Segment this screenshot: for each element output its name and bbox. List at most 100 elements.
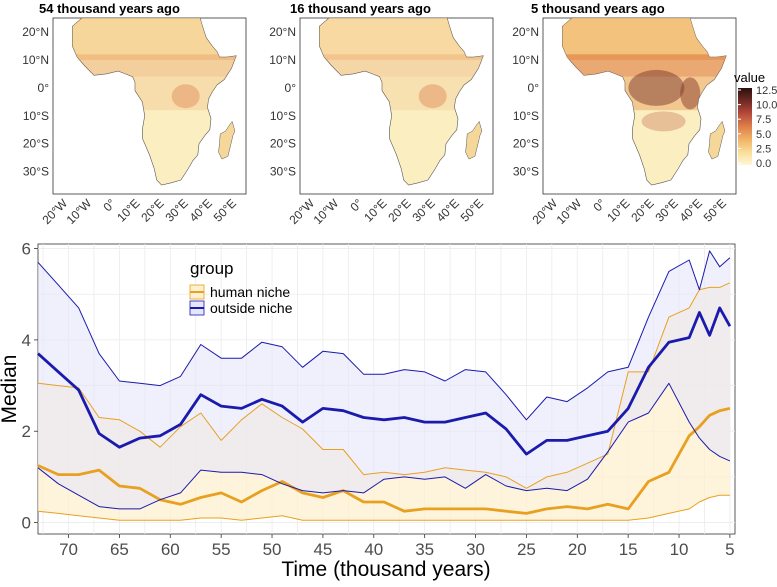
lower-line-outside-niche — [37, 382, 731, 510]
hotspot — [628, 69, 685, 106]
y-tick-label: 0 — [22, 514, 31, 533]
x-tick-label: 10 — [670, 540, 689, 559]
legend-item-outside-niche: outside niche — [189, 300, 293, 316]
hotspot — [680, 77, 701, 110]
lat-tick-label: 10°N — [22, 53, 49, 67]
ribbons — [38, 250, 730, 521]
x-axis-ticks: 70 65 60 55 50 45 40 35 30 25 20 15 10 5 — [59, 534, 735, 559]
lat-tick-label: 10°S — [23, 109, 49, 123]
colorbar-title: value — [734, 70, 765, 85]
lon-tick-label: 0° — [347, 196, 365, 214]
heat-band — [319, 54, 484, 77]
x-tick-label: 20 — [568, 540, 587, 559]
lower-line-human-niche — [37, 494, 730, 521]
lon-tick-label: 10°W — [64, 196, 95, 227]
map-panels: 54 thousand years ago 20°N 10°N 0° 10°S 20°S… — [22, 1, 737, 227]
africa-land — [318, 17, 484, 186]
lon-tick-label: 20°W — [286, 196, 317, 227]
x-tick-label: 50 — [263, 540, 282, 559]
lat-tick-label: 0° — [528, 81, 540, 95]
lon-tick-label: 40°E — [677, 196, 705, 224]
lon-tick-label: 10°E — [361, 196, 389, 224]
lat-tick-label: 10°S — [513, 109, 539, 123]
legend-label-human-niche: human niche — [210, 284, 290, 300]
colorbar-tick-label: 2.5 — [756, 143, 771, 155]
lon-tick-label: 20°E — [385, 196, 413, 224]
x-tick-label: 70 — [59, 540, 78, 559]
lon-tick-label: 20°W — [529, 196, 560, 227]
colorbar-tick-label: 5.0 — [756, 129, 771, 141]
x-tick-label: 55 — [212, 540, 231, 559]
lon-tick-label: 40°E — [434, 196, 462, 224]
lon-tick-label: 10°W — [311, 196, 342, 227]
lat-tick-label: 0° — [285, 81, 297, 95]
lat-tick-label: 0° — [38, 81, 50, 95]
lon-tick-label: 40°E — [187, 196, 215, 224]
lon-tick-label: 0° — [590, 196, 608, 214]
colorbar-tick-label: 12.5 — [756, 85, 777, 97]
lon-tick-label: 10°E — [114, 196, 142, 224]
map-title-54k: 54 thousand years ago — [39, 1, 180, 16]
lat-tick-label: 30°S — [513, 165, 539, 179]
lat-tick-label: 10°N — [269, 53, 296, 67]
lon-tick-label: 50°E — [211, 196, 239, 224]
colorbar-tick-label: 7.5 — [756, 114, 771, 126]
y-tick-label: 2 — [22, 422, 31, 441]
lon-tick-label: 30°E — [162, 196, 190, 224]
lat-tick-label: 10°S — [270, 109, 296, 123]
colorbar-gradient — [738, 88, 752, 165]
map-panel-16k: 16 thousand years ago 20°N 10°N 0° 10°S 20°S… — [269, 1, 494, 227]
legend-title: group — [190, 259, 233, 278]
upper-line-outside-niche — [37, 250, 731, 421]
x-tick-label: 5 — [725, 540, 734, 559]
map-title-16k: 16 thousand years ago — [290, 1, 431, 16]
map-title-5k: 5 thousand years ago — [531, 1, 665, 16]
lat-tick-label: 10°N — [512, 53, 539, 67]
madagascar-land — [465, 120, 483, 160]
x-tick-label: 30 — [466, 540, 485, 559]
x-tick-label: 25 — [517, 540, 536, 559]
africa-land — [71, 17, 237, 186]
map-panel-54k: 54 thousand years ago 20°N 10°N 0° 10°S 20°S… — [22, 1, 247, 227]
median-line-outside-niche — [37, 306, 732, 456]
y-axis-label: Median — [0, 355, 21, 424]
legend: group human niche outside niche — [189, 259, 293, 316]
lat-tick-label: 20°S — [513, 137, 539, 151]
lat-tick-label: 20°S — [270, 137, 296, 151]
lon-tick-label: 20°E — [138, 196, 166, 224]
map-panel-5k: 5 thousand years ago 20°N 10°N 0° 10°S 20°S 3… — [512, 1, 737, 227]
lat-tick-label: 30°S — [23, 165, 49, 179]
lat-tick-label: 20°S — [23, 137, 49, 151]
x-tick-label: 60 — [161, 540, 180, 559]
x-tick-label: 35 — [415, 540, 434, 559]
legend-item-human-niche: human niche — [189, 284, 290, 300]
lon-tick-label: 30°E — [409, 196, 437, 224]
y-tick-label: 4 — [22, 331, 31, 350]
lat-tick-label: 20°N — [22, 25, 49, 39]
lon-tick-label: 0° — [100, 196, 118, 214]
lat-tick-label: 20°N — [512, 25, 539, 39]
x-tick-label: 65 — [110, 540, 129, 559]
x-axis-label: Time (thousand years) — [281, 558, 490, 581]
colorbar-tick-label: 10.0 — [756, 100, 777, 112]
lon-tick-label: 30°E — [652, 196, 680, 224]
madagascar-land — [218, 120, 236, 160]
heat-band — [72, 54, 237, 77]
series-lines — [37, 250, 732, 521]
ribbon-outside-niche — [38, 250, 730, 509]
hotspot — [641, 111, 686, 132]
lat-tick-label: 30°S — [270, 165, 296, 179]
median-line-chart: 70 65 60 55 50 45 40 35 30 25 20 15 10 5 0 2 4 6 Time (t… — [0, 240, 736, 581]
lon-tick-label: 50°E — [458, 196, 486, 224]
lon-tick-label: 10°W — [554, 196, 585, 227]
upper-line-human-niche — [37, 282, 731, 489]
colorbar-tick-label: 0.0 — [756, 158, 771, 170]
x-tick-label: 40 — [364, 540, 383, 559]
madagascar-land — [708, 120, 726, 160]
y-axis-ticks: 0 2 4 6 — [22, 240, 38, 533]
y-tick-label: 6 — [22, 240, 31, 259]
lon-tick-label: 20°W — [39, 196, 70, 227]
lat-tick-label: 20°N — [269, 25, 296, 39]
lon-tick-label: 10°E — [604, 196, 632, 224]
